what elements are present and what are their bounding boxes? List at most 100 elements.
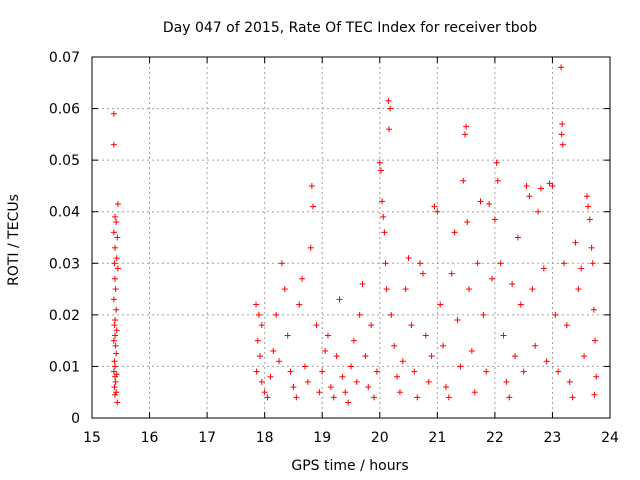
data-point [377, 167, 384, 174]
data-point [399, 358, 406, 365]
data-point [327, 384, 334, 391]
data-point [457, 363, 464, 370]
data-point [113, 306, 120, 313]
x-tick-label: 22 [486, 430, 504, 446]
data-point [560, 260, 567, 267]
data-point [350, 337, 357, 344]
data-point [593, 373, 600, 380]
y-tick-label: 0.02 [49, 308, 80, 324]
data-point [333, 353, 340, 360]
data-point [454, 317, 461, 324]
data-point [310, 203, 317, 210]
data-point [112, 391, 119, 398]
data-point [111, 384, 118, 391]
data-point [111, 358, 118, 365]
data-point [417, 260, 424, 267]
data-point [591, 391, 598, 398]
data-point [113, 327, 120, 334]
data-point [273, 311, 280, 318]
data-point [520, 368, 527, 375]
data-point [296, 301, 303, 308]
data-point [293, 394, 300, 401]
data-point [408, 322, 415, 329]
data-point [532, 342, 539, 349]
data-point [112, 213, 119, 220]
data-point [529, 286, 536, 293]
x-tick-label: 20 [371, 430, 389, 446]
data-point [112, 342, 119, 349]
data-point [110, 141, 117, 148]
data-point [581, 353, 588, 360]
data-point [460, 177, 467, 184]
x-tick-label: 16 [141, 430, 159, 446]
data-point [489, 275, 496, 282]
data-point [503, 378, 510, 385]
data-point [592, 337, 599, 344]
y-axis-tick-labels: 0 0.01 0.02 0.03 0.04 0.05 0.06 0.07 [49, 50, 80, 427]
data-point [463, 123, 470, 130]
data-point [509, 280, 516, 287]
data-point [477, 198, 484, 205]
data-point [376, 159, 383, 166]
data-point [112, 332, 119, 339]
data-point [411, 368, 418, 375]
data-point [336, 296, 343, 303]
data-point [253, 368, 260, 375]
data-point [569, 394, 576, 401]
data-point [514, 234, 521, 241]
data-point [345, 399, 352, 406]
data-point [585, 203, 592, 210]
data-point [110, 229, 117, 236]
data-point [255, 311, 262, 318]
data-point [299, 275, 306, 282]
data-point [110, 368, 117, 375]
data-point [440, 342, 447, 349]
data-point [558, 64, 565, 71]
data-point [257, 353, 264, 360]
data-point [385, 97, 392, 104]
data-point [253, 301, 260, 308]
data-point [465, 286, 472, 293]
data-point [491, 216, 498, 223]
y-tick-label: 0.07 [49, 50, 80, 66]
data-point [258, 378, 265, 385]
data-point [362, 353, 369, 360]
data-point [497, 260, 504, 267]
data-point [382, 260, 389, 267]
x-tick-label: 17 [198, 430, 216, 446]
data-point [307, 244, 314, 251]
data-point [572, 239, 579, 246]
data-point [254, 337, 261, 344]
data-point [365, 384, 372, 391]
data-point [114, 399, 121, 406]
data-point [500, 332, 507, 339]
y-tick-label: 0.04 [49, 205, 80, 221]
data-point [448, 270, 455, 277]
plot-frame [91, 56, 611, 419]
data-point [589, 260, 596, 267]
data-point [586, 216, 593, 223]
data-point [387, 105, 394, 112]
data-point [575, 286, 582, 293]
data-point [330, 394, 337, 401]
data-point [322, 347, 329, 354]
data-point [112, 317, 119, 324]
data-point [590, 306, 597, 313]
data-point [111, 322, 118, 329]
y-tick-label: 0.05 [49, 153, 80, 169]
x-tick-label: 21 [428, 430, 446, 446]
data-point [112, 373, 119, 380]
data-point [494, 177, 501, 184]
data-point [474, 260, 481, 267]
x-axis-label: GPS time / hours [291, 458, 408, 474]
x-tick-label: 18 [256, 430, 274, 446]
data-point [359, 280, 366, 287]
data-point [304, 378, 311, 385]
data-point [113, 219, 120, 226]
data-point [348, 363, 354, 370]
data-point [287, 368, 294, 375]
y-axis-label: ROTI / TECUs [6, 194, 22, 286]
data-point [540, 265, 547, 272]
data-point [394, 373, 401, 380]
